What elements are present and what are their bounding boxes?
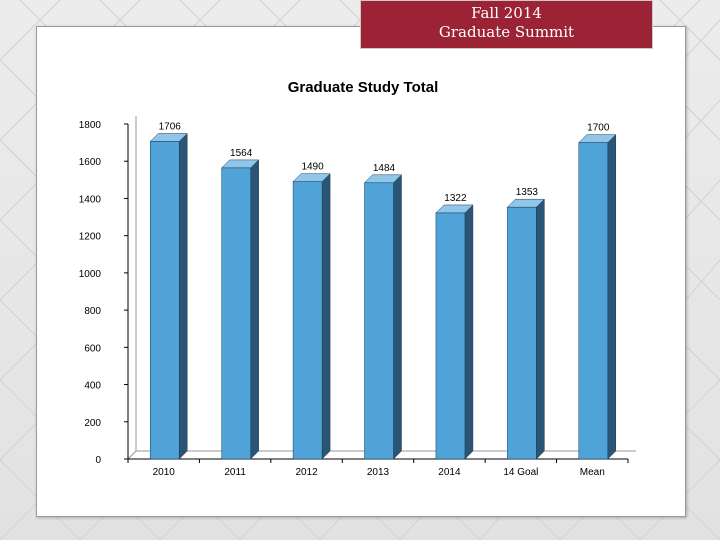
y-tick-label: 800 bbox=[84, 306, 101, 317]
x-category-label: 2014 bbox=[438, 467, 461, 478]
bar-front-face bbox=[221, 167, 251, 460]
y-tick-label: 400 bbox=[84, 381, 101, 392]
x-category-label: 2010 bbox=[153, 467, 176, 478]
bar-front-face bbox=[578, 142, 609, 460]
chart-frame bbox=[36, 26, 686, 517]
bar-front-face bbox=[149, 141, 180, 460]
x-category-label: 2013 bbox=[367, 467, 390, 478]
data-label: 1484 bbox=[373, 163, 396, 174]
x-category-label: 2012 bbox=[295, 467, 318, 478]
back-wall-edge bbox=[127, 116, 137, 460]
bar-front-face bbox=[364, 182, 394, 460]
bar-side-face bbox=[321, 173, 331, 460]
data-label: 1490 bbox=[301, 162, 324, 173]
bar bbox=[578, 134, 617, 460]
y-tick-label: 1400 bbox=[79, 194, 102, 205]
chart-bars bbox=[149, 132, 617, 460]
bar bbox=[435, 204, 474, 460]
y-tick-label: 1000 bbox=[79, 269, 102, 280]
y-tick-label: 1800 bbox=[79, 120, 102, 131]
x-category-label: 2011 bbox=[224, 467, 246, 478]
bar bbox=[221, 159, 260, 460]
bar-side-face bbox=[464, 204, 474, 460]
data-labels: 1706 1564 1490 1484 1322 1353 1700 bbox=[159, 121, 610, 203]
bar-side-face bbox=[393, 174, 402, 460]
bar bbox=[149, 132, 188, 460]
data-label: 1564 bbox=[230, 148, 253, 159]
bar bbox=[363, 174, 403, 460]
x-category-labels: 2010 2011 2012 2013 2014 14 Goal Mean bbox=[153, 467, 605, 478]
y-tick-label: 1600 bbox=[79, 157, 102, 168]
bar-front-face bbox=[435, 212, 466, 460]
x-category-label: 14 Goal bbox=[503, 467, 538, 478]
y-tick-label: 1200 bbox=[79, 232, 102, 243]
bar-side-face bbox=[607, 134, 617, 460]
bar bbox=[506, 198, 545, 460]
data-label: 1353 bbox=[516, 187, 539, 198]
banner-line-2: Graduate Summit bbox=[438, 23, 575, 41]
banner-line-1: Fall 2014 bbox=[471, 4, 542, 22]
chart-title: Graduate Study Total bbox=[288, 79, 439, 96]
bar-side-face bbox=[536, 198, 545, 460]
data-label: 1700 bbox=[587, 123, 610, 134]
bar-front-face bbox=[507, 206, 537, 460]
bar bbox=[292, 173, 331, 460]
data-label: 1322 bbox=[444, 193, 467, 204]
x-category-label: Mean bbox=[580, 467, 605, 478]
data-label: 1706 bbox=[159, 121, 182, 132]
y-tick-labels: 0 200 400 600 800 1000 1200 1400 1600 1800 bbox=[79, 120, 102, 466]
y-tick-label: 200 bbox=[84, 418, 101, 429]
header-banner: Fall 2014 Graduate Summit bbox=[360, 0, 653, 49]
bar-front-face bbox=[292, 181, 323, 460]
y-tick-label: 600 bbox=[84, 343, 101, 354]
bar-side-face bbox=[178, 132, 188, 460]
bar-side-face bbox=[250, 159, 259, 460]
y-tick-label: 0 bbox=[95, 455, 101, 466]
